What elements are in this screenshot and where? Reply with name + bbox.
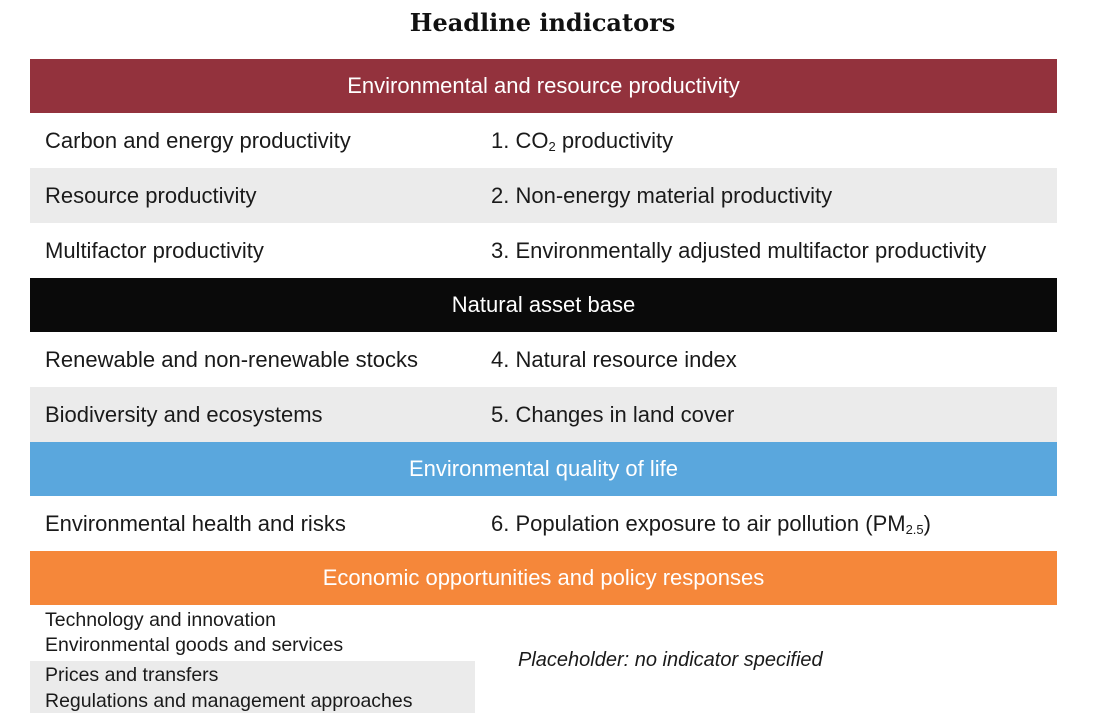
section-header-quality-of-life: Environmental quality of life [30, 442, 1057, 496]
indicator-table: Environmental and resource productivity … [30, 59, 1057, 713]
row-label: Environmental health and risks [45, 510, 346, 536]
row-label: Biodiversity and ecosystems [45, 401, 323, 427]
row-indicator: 1. CO2 productivity [491, 127, 674, 154]
section-header-productivity: Environmental and resource productivity [30, 59, 1057, 113]
list-item: Environmental goods and services [45, 634, 344, 656]
row-label: Carbon and energy productivity [45, 127, 351, 153]
list-item: Technology and innovation [45, 609, 276, 631]
row-indicator: 5. Changes in land cover [491, 401, 735, 427]
page-title: Headline indicators [409, 8, 676, 37]
section-header-economic-opportunities: Economic opportunities and policy respon… [30, 551, 1057, 605]
table-row: Carbon and energy productivity 1. CO2 pr… [30, 113, 1057, 168]
row-label: Renewable and non-renewable stocks [45, 346, 419, 372]
row-label: Resource productivity [45, 182, 257, 208]
economic-subgroup: Prices and transfers Regulations and man… [30, 661, 475, 713]
table-row: Biodiversity and ecosystems 5. Changes i… [30, 387, 1057, 442]
row-label: Multifactor productivity [45, 237, 264, 263]
table-row: Renewable and non-renewable stocks 4. Na… [30, 332, 1057, 387]
table-row: Multifactor productivity 3. Environmenta… [30, 223, 1057, 278]
row-indicator: 3. Environmentally adjusted multifactor … [491, 237, 987, 263]
section-header-natural-asset-base: Natural asset base [30, 278, 1057, 332]
row-indicator: 4. Natural resource index [491, 346, 737, 372]
list-item: Prices and transfers [45, 664, 219, 686]
row-indicator: 2. Non-energy material productivity [491, 182, 833, 208]
row-indicator: 6. Population exposure to air pollution … [491, 510, 931, 537]
economic-subgroup: Technology and innovation Environmental … [30, 605, 475, 659]
table-row: Environmental health and risks 6. Popula… [30, 496, 1057, 551]
list-item: Regulations and management approaches [45, 690, 413, 712]
placeholder-note: Placeholder: no indicator specified [518, 649, 823, 671]
table-row: Resource productivity 2. Non-energy mate… [30, 168, 1057, 223]
economic-rows: Technology and innovation Environmental … [30, 605, 1057, 713]
